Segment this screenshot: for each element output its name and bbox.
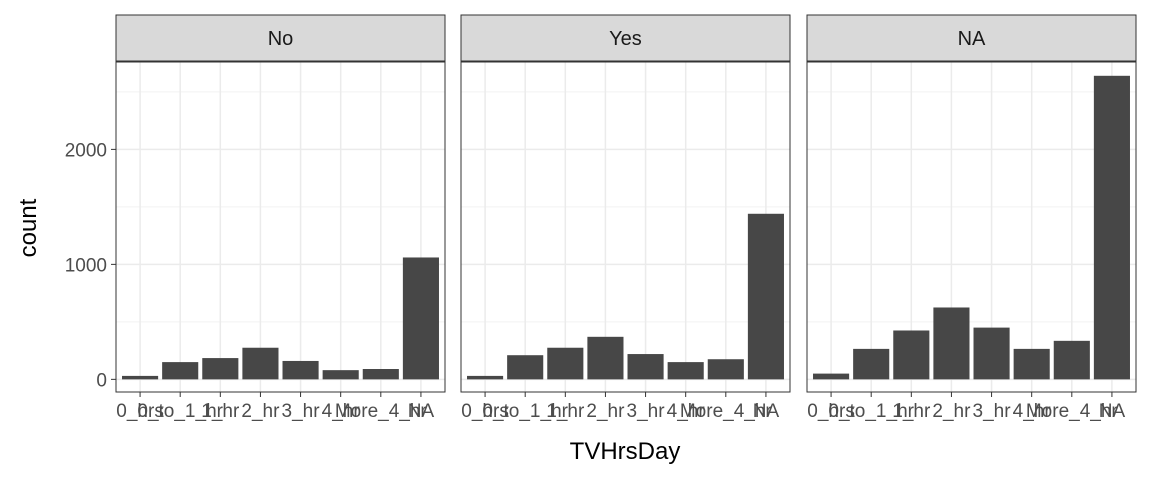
x-tick-label: 3_hr [282, 401, 321, 422]
bar [747, 213, 784, 380]
x-tick-label: 2_hr [241, 401, 280, 422]
bar [547, 347, 584, 380]
x-axis-title: TVHrsDay [570, 438, 681, 465]
bar [162, 362, 199, 380]
bar [242, 347, 279, 380]
panel-border [806, 61, 1137, 393]
x-tick-label: NA [753, 401, 780, 422]
bar [402, 257, 439, 380]
y-axis-title: count [15, 198, 42, 257]
bar [1053, 340, 1090, 380]
bar [587, 336, 624, 380]
bar [122, 375, 159, 380]
bar [627, 354, 664, 380]
panel-background [807, 62, 1136, 392]
panel-border [460, 61, 791, 393]
panel-background [116, 62, 445, 392]
bar [362, 369, 399, 380]
x-tick-label: 0_to_1_hr [137, 401, 223, 422]
bar [973, 327, 1010, 380]
x-tick-label: 1_hr [546, 401, 585, 422]
facet-strip-label: NA [958, 28, 986, 50]
facet-strip-label: No [268, 28, 294, 50]
bar [1013, 348, 1050, 380]
y-tick-label: 0 [96, 370, 107, 391]
bar [322, 370, 359, 380]
x-tick-label: 0_hrs [116, 401, 164, 422]
x-tick-label: More_4_hr [680, 401, 773, 422]
y-tick-label: 1000 [65, 255, 107, 276]
x-tick-label: More_4_hr [335, 401, 428, 422]
y-tick-label: 2000 [65, 140, 107, 161]
facet-strip-label: Yes [609, 28, 642, 50]
x-tick-label: 3_hr [973, 401, 1012, 422]
bar [707, 359, 744, 380]
facet-strip [806, 14, 1137, 62]
x-tick-label: 0_to_1_hr [828, 401, 914, 422]
bar [667, 362, 704, 380]
x-tick-label: 3_hr [627, 401, 666, 422]
x-tick-label: NA [408, 401, 435, 422]
x-tick-label: 4_hr [667, 401, 706, 422]
facet-strip [460, 14, 791, 62]
bar [813, 373, 850, 380]
panel-border [115, 61, 446, 393]
x-tick-label: 1_hr [201, 401, 240, 422]
x-tick-label: 4_hr [322, 401, 361, 422]
facet-strip [115, 14, 446, 62]
bar [1093, 75, 1130, 380]
bar [893, 330, 930, 380]
x-tick-label: 0_hrs [807, 401, 855, 422]
x-tick-label: 0_hrs [461, 401, 509, 422]
bar [933, 307, 970, 380]
bar [853, 348, 890, 380]
x-tick-label: NA [1099, 401, 1126, 422]
x-tick-label: 4_hr [1013, 401, 1052, 422]
bar [202, 358, 239, 380]
bar [467, 375, 504, 380]
y-axis: 0 1000 2000 [65, 140, 116, 391]
x-tick-label: 0_to_1_hr [482, 401, 568, 422]
x-tick-label: 2_hr [932, 401, 971, 422]
bar [507, 355, 544, 380]
x-tick-label: 2_hr [586, 401, 625, 422]
panel-background [461, 62, 790, 392]
bar [282, 360, 319, 380]
x-tick-label: 1_hr [892, 401, 931, 422]
x-tick-label: More_4_hr [1026, 401, 1119, 422]
